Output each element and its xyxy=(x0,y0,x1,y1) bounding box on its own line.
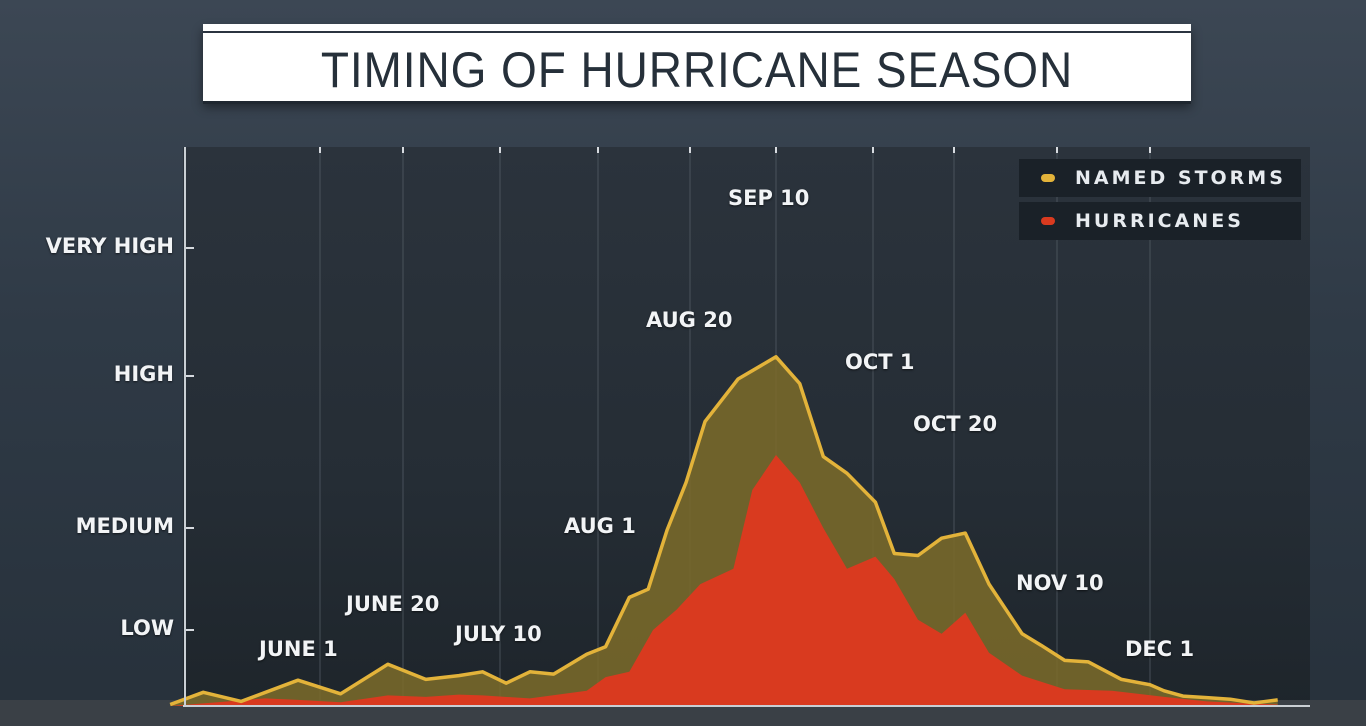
legend-swatch-named-storms xyxy=(1041,174,1055,182)
y-tick-label-low: LOW xyxy=(120,616,174,640)
legend-label-hurricanes: HURRICANES xyxy=(1075,210,1244,232)
date-label-june-1: JUNE 1 xyxy=(259,637,338,661)
y-tick-label-high: HIGH xyxy=(113,362,174,386)
date-label-june-20: JUNE 20 xyxy=(346,592,440,616)
named-storms-line xyxy=(169,355,1278,707)
chart-title: TIMING OF HURRICANE SEASON xyxy=(320,42,1074,98)
title-banner: TIMING OF HURRICANE SEASON xyxy=(203,24,1191,101)
axis-ticks xyxy=(185,147,1151,631)
date-label-oct-1: OCT 1 xyxy=(845,350,915,374)
y-tick-label-very-high: VERY HIGH xyxy=(45,234,174,258)
y-tick-label-medium: MEDIUM xyxy=(75,514,174,538)
legend-swatch-hurricanes xyxy=(1041,217,1055,225)
named-storms-area xyxy=(170,356,1278,706)
date-label-sep-10: SEP 10 xyxy=(728,186,810,210)
hurricanes-area xyxy=(170,455,1278,706)
date-label-oct-20: OCT 20 xyxy=(913,412,998,436)
date-label-aug-1: AUG 1 xyxy=(564,514,636,538)
date-label-july-10: JULY 10 xyxy=(455,622,542,646)
legend-label-named-storms: NAMED STORMS xyxy=(1075,167,1286,189)
legend-item-named-storms: NAMED STORMS xyxy=(1019,159,1301,197)
date-label-nov-10: NOV 10 xyxy=(1016,571,1104,595)
date-label-dec-1: DEC 1 xyxy=(1125,637,1195,661)
legend-item-hurricanes: HURRICANES xyxy=(1019,202,1301,240)
date-label-aug-20: AUG 20 xyxy=(646,308,733,332)
legend: NAMED STORMS HURRICANES xyxy=(1019,159,1301,245)
